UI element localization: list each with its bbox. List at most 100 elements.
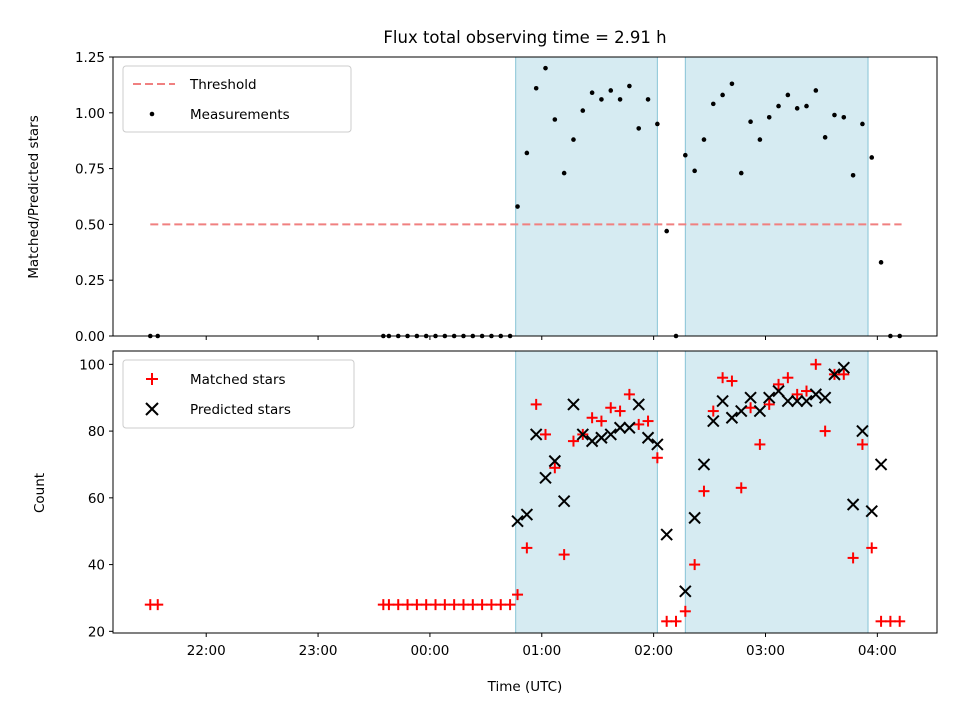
predicted-star-point	[679, 585, 692, 598]
predicted-star-point	[800, 394, 813, 408]
measurement-point	[869, 155, 875, 160]
measurement-point	[701, 137, 707, 142]
y-tick-label: 1.00	[75, 106, 105, 122]
measurement-point	[832, 112, 837, 118]
measurement-point	[524, 150, 530, 156]
predicted-star-point	[874, 458, 888, 471]
matched-star-point	[512, 589, 524, 601]
matched-star-point	[735, 482, 747, 494]
x-axis-label: Time (UTC)	[487, 679, 563, 695]
matched-star-point	[467, 599, 479, 611]
matched-star-point	[847, 552, 859, 564]
matched-star-point	[586, 412, 598, 424]
measurement-point	[729, 81, 735, 87]
matched-star-point	[430, 599, 442, 611]
observing-interval-2	[684, 56, 869, 337]
matched-star-point	[884, 615, 896, 627]
predicted-star-point	[856, 424, 869, 438]
y-tick-label: 20	[88, 624, 105, 640]
measurement-point	[776, 103, 781, 109]
y-tick-label: 40	[88, 558, 105, 574]
measurement-point	[533, 85, 539, 91]
x-tick-label: 02:00	[634, 643, 673, 659]
x-tick-label: 03:00	[746, 643, 785, 659]
legend-measurements-label: Measurements	[190, 107, 290, 123]
bottom-y-axis-label: Count	[32, 473, 48, 513]
y-tick-label: 1.25	[75, 50, 105, 66]
measurement-point	[636, 126, 642, 131]
matched-star-point	[679, 605, 691, 617]
measurement-point	[561, 170, 567, 176]
predicted-star-point	[576, 428, 589, 441]
predicted-star-point	[818, 391, 832, 404]
predicted-star-point	[595, 431, 608, 444]
matched-star-point	[567, 435, 579, 447]
measurement-point	[785, 92, 791, 98]
matched-star-point	[810, 358, 822, 370]
measurement-point	[608, 88, 614, 93]
matched-star-point	[726, 375, 738, 387]
measurement-point	[627, 83, 632, 89]
predicted-star-point	[511, 514, 524, 528]
matched-star-point	[894, 615, 906, 627]
y-tick-label: 100	[79, 357, 105, 373]
bottom-panel: 20 40 60 80 100 22:00 23:00 00:00 01:00 02:00 03:…	[32, 350, 938, 695]
matched-star-point	[439, 599, 451, 611]
bottom-plot-frame	[112, 350, 938, 634]
predicted-star-point	[641, 431, 655, 444]
measurement-point	[664, 228, 669, 234]
predicted-star-point	[790, 394, 804, 408]
predicted-star-point	[604, 428, 617, 441]
matched-star-point	[707, 405, 719, 417]
matched-star-point	[642, 415, 654, 427]
predicted-star-point	[651, 438, 664, 451]
y-tick-label: 0.25	[75, 273, 105, 289]
predicted-star-point	[613, 421, 627, 434]
predicted-star-point	[707, 414, 720, 428]
measurement-point	[655, 121, 660, 127]
y-tick-label: 0.00	[75, 329, 105, 345]
measurement-point	[515, 204, 520, 209]
matched-star-point	[838, 368, 850, 380]
predicted-star-point	[809, 388, 823, 401]
matched-star-point	[448, 599, 460, 611]
bottom-legend-box	[122, 359, 355, 429]
matched-star-point	[773, 378, 785, 390]
legend-measurements-swatch	[149, 111, 155, 117]
y-tick-label: 80	[88, 424, 105, 440]
matched-star-point	[866, 542, 878, 554]
predicted-star-point	[865, 504, 878, 518]
predicted-star-point	[735, 404, 748, 418]
legend-matched-swatch	[146, 373, 158, 385]
measurement-point	[878, 260, 884, 265]
predicted-star-point	[725, 411, 739, 424]
predicted-star-point	[846, 498, 860, 511]
matched-star-point	[521, 542, 533, 554]
matched-star-point	[595, 415, 607, 427]
predicted-star-point	[548, 454, 562, 468]
predicted-star-point	[557, 494, 571, 508]
legend-threshold-label: Threshold	[189, 77, 257, 93]
matched-star-point	[661, 615, 673, 627]
matched-star-point	[623, 388, 635, 400]
measurement-point	[571, 137, 576, 142]
predicted-star-point	[688, 511, 701, 525]
matched-star-point	[530, 398, 542, 410]
matched-star-point	[614, 405, 626, 417]
predicted-star-point	[837, 361, 850, 374]
measurement-point	[766, 114, 772, 120]
top-y-axis-label: Matched/Predicted stars	[26, 115, 42, 278]
measurement-point	[552, 117, 558, 122]
matched-star-point	[402, 599, 414, 611]
measurement-point	[617, 97, 623, 102]
matched-star-point	[754, 438, 766, 450]
predicted-star-point	[744, 391, 757, 404]
legend-matched-label: Matched stars	[190, 372, 286, 388]
measurement-point	[589, 90, 595, 96]
matched-star-point	[698, 485, 710, 497]
predicted-star-point	[660, 528, 673, 541]
measurement-point	[748, 119, 753, 125]
matched-star-point	[745, 402, 757, 414]
measurement-point	[822, 135, 828, 140]
